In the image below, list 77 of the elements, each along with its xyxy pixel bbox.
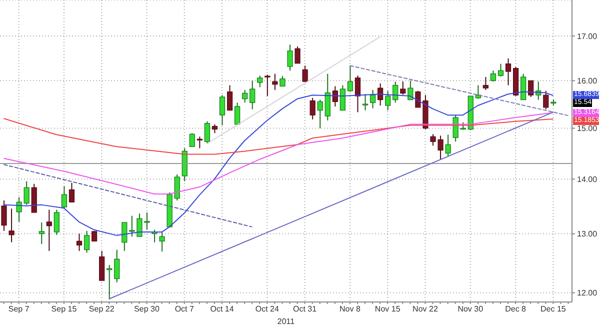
candlestick <box>54 209 60 236</box>
x-axis-title: 2011 <box>277 317 296 326</box>
candlestick <box>400 81 406 96</box>
candlestick <box>324 73 330 121</box>
x-tick-label: Sep 15 <box>51 304 78 314</box>
candlestick <box>340 84 346 111</box>
y-tick-label: 12.00 <box>577 288 598 298</box>
candlestick <box>505 58 512 86</box>
candlestick <box>302 65 308 82</box>
candlestick <box>1 200 7 232</box>
candlestick <box>445 134 451 157</box>
candlestick <box>482 76 488 90</box>
candlestick <box>408 80 414 100</box>
y-tick-label: 14.00 <box>577 174 598 184</box>
candlestick <box>159 230 165 252</box>
y-tick-label: 13.00 <box>577 230 598 239</box>
candlestick <box>219 94 226 126</box>
x-tick-label: Dec 15 <box>540 304 566 314</box>
candlestick <box>84 230 90 254</box>
candlestick <box>8 208 14 243</box>
candlestick <box>46 209 52 252</box>
x-tick-label: Nov 22 <box>412 304 438 314</box>
candlestick <box>114 249 120 283</box>
candlestick <box>392 81 398 104</box>
candlestick <box>189 132 195 148</box>
candlestick <box>498 63 504 78</box>
candlestick <box>528 80 534 98</box>
x-tick-label: Sep 30 <box>134 304 160 314</box>
x-tick-label: Sep 7 <box>8 304 30 314</box>
candlestick <box>378 82 384 106</box>
x-tick-label: Oct 14 <box>210 304 234 314</box>
x-tick-label: Oct 7 <box>174 304 194 314</box>
y-tick-label: 16.00 <box>577 76 598 86</box>
candlestick <box>99 250 105 282</box>
candlestick <box>287 44 293 72</box>
candlestick <box>257 75 263 88</box>
candlestick <box>452 114 458 142</box>
candlestick <box>362 94 368 111</box>
candlestick <box>264 74 270 97</box>
candlestick <box>250 80 256 110</box>
candlestick <box>520 73 526 100</box>
x-tick-label: Oct 24 <box>255 304 280 314</box>
candlestick <box>38 222 44 244</box>
candlestick <box>106 264 112 300</box>
y-tick-label: 15.00 <box>577 124 598 134</box>
x-tick-label: Sep 22 <box>88 304 115 314</box>
candlestick <box>294 46 300 64</box>
candlestick <box>204 120 210 144</box>
candlestick <box>347 65 354 92</box>
candlestick <box>196 136 202 149</box>
candlestick <box>68 182 75 203</box>
candlestick <box>332 86 338 107</box>
candlestick <box>385 90 391 111</box>
candlestick <box>234 102 240 125</box>
candlestick <box>310 97 316 120</box>
candlestick <box>490 70 496 82</box>
candlestick <box>242 89 248 104</box>
candlestick <box>543 90 549 110</box>
x-tick-label: Nov 8 <box>340 304 361 314</box>
candlestick <box>317 99 323 129</box>
candlestick <box>61 185 68 209</box>
x-tick-label: Dec 8 <box>505 304 527 314</box>
candlestick <box>16 196 22 222</box>
y-tick-label: 17.00 <box>577 32 598 41</box>
candlestick <box>354 75 361 113</box>
x-tick-label: Nov 30 <box>458 304 484 314</box>
candlestick <box>370 89 376 109</box>
candlestick <box>226 84 233 111</box>
candlestick <box>76 233 82 252</box>
line-series <box>3 112 554 194</box>
x-tick-label: Oct 31 <box>293 304 318 314</box>
candlestick <box>24 180 30 206</box>
candlestick <box>174 174 180 201</box>
candlestick <box>280 76 286 87</box>
candlestick <box>272 73 278 90</box>
line-series <box>3 118 554 155</box>
x-tick-label: Nov 15 <box>374 304 401 314</box>
